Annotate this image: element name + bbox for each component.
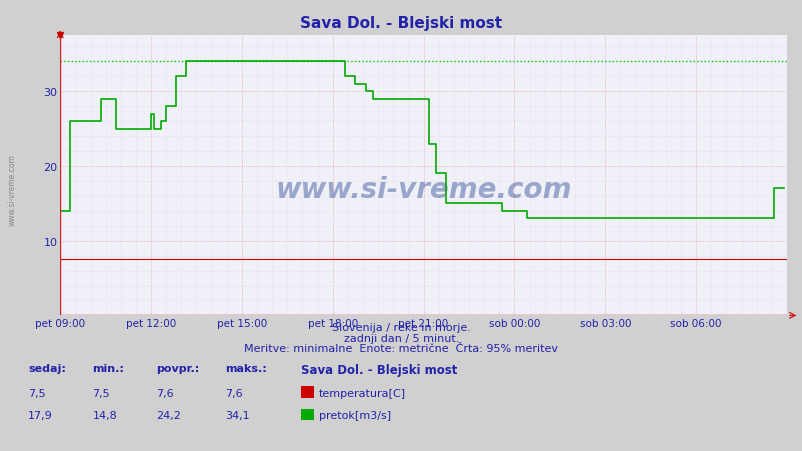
- Text: 34,1: 34,1: [225, 410, 249, 420]
- Text: 7,6: 7,6: [225, 388, 242, 398]
- Text: 7,5: 7,5: [28, 388, 46, 398]
- Text: www.si-vreme.com: www.si-vreme.com: [8, 153, 17, 226]
- Text: 7,5: 7,5: [92, 388, 110, 398]
- Text: min.:: min.:: [92, 363, 124, 373]
- Text: Sava Dol. - Blejski most: Sava Dol. - Blejski most: [301, 363, 457, 376]
- Text: Meritve: minimalne  Enote: metrične  Črta: 95% meritev: Meritve: minimalne Enote: metrične Črta:…: [244, 343, 558, 353]
- Text: Slovenija / reke in morje.: Slovenija / reke in morje.: [332, 322, 470, 332]
- Text: povpr.:: povpr.:: [156, 363, 200, 373]
- Text: 17,9: 17,9: [28, 410, 53, 420]
- Text: 24,2: 24,2: [156, 410, 181, 420]
- Text: Sava Dol. - Blejski most: Sava Dol. - Blejski most: [300, 16, 502, 31]
- Text: maks.:: maks.:: [225, 363, 266, 373]
- Text: www.si-vreme.com: www.si-vreme.com: [275, 176, 571, 204]
- Text: temperatura[C]: temperatura[C]: [318, 388, 405, 398]
- Text: sedaj:: sedaj:: [28, 363, 66, 373]
- Text: pretok[m3/s]: pretok[m3/s]: [318, 410, 391, 420]
- Text: 14,8: 14,8: [92, 410, 117, 420]
- Text: zadnji dan / 5 minut.: zadnji dan / 5 minut.: [343, 333, 459, 343]
- Text: 7,6: 7,6: [156, 388, 174, 398]
